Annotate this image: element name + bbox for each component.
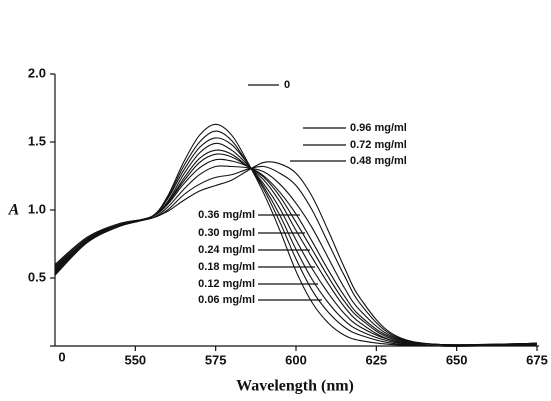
series-label: 0.18 mg/ml (198, 261, 255, 273)
series-label: 0.30 mg/ml (198, 227, 255, 239)
series-label: 0 (284, 79, 290, 91)
x-tick-label: 600 (285, 352, 307, 367)
spectrum-line (54, 165, 538, 346)
x-tick-label: 625 (365, 352, 387, 367)
y-tick-label: 2.0 (28, 65, 46, 80)
series-label: 0.96 mg/ml (350, 122, 407, 134)
y-tick-label: 0.5 (28, 269, 46, 284)
x-axis-title: Wavelength (nm) (236, 378, 354, 395)
y-axis-title: A (8, 202, 20, 219)
series-label: 0.72 mg/ml (350, 139, 407, 151)
series-label: 0.12 mg/ml (198, 278, 255, 290)
y-tick-label: 1.5 (28, 133, 46, 148)
series-label: 0.36 mg/ml (198, 209, 255, 221)
y-tick-label: 0 (58, 349, 65, 364)
x-tick-label: 675 (526, 352, 548, 367)
x-tick-label: 650 (446, 352, 468, 367)
spectrum-line (54, 137, 538, 347)
spectrum-line (54, 165, 538, 346)
spectrum-line (54, 158, 538, 346)
series-label: 0.24 mg/ml (198, 244, 255, 256)
series-label: 0.48 mg/ml (350, 155, 407, 167)
series-label: 0.06 mg/ml (198, 294, 255, 306)
spectrum-line (54, 130, 538, 347)
y-tick-label: 1.0 (28, 201, 46, 216)
spectrum-line (54, 123, 538, 347)
spectrum-line (54, 149, 538, 347)
spectrum-line (54, 161, 538, 346)
x-tick-label: 550 (124, 352, 146, 367)
x-tick-label: 575 (205, 352, 227, 367)
